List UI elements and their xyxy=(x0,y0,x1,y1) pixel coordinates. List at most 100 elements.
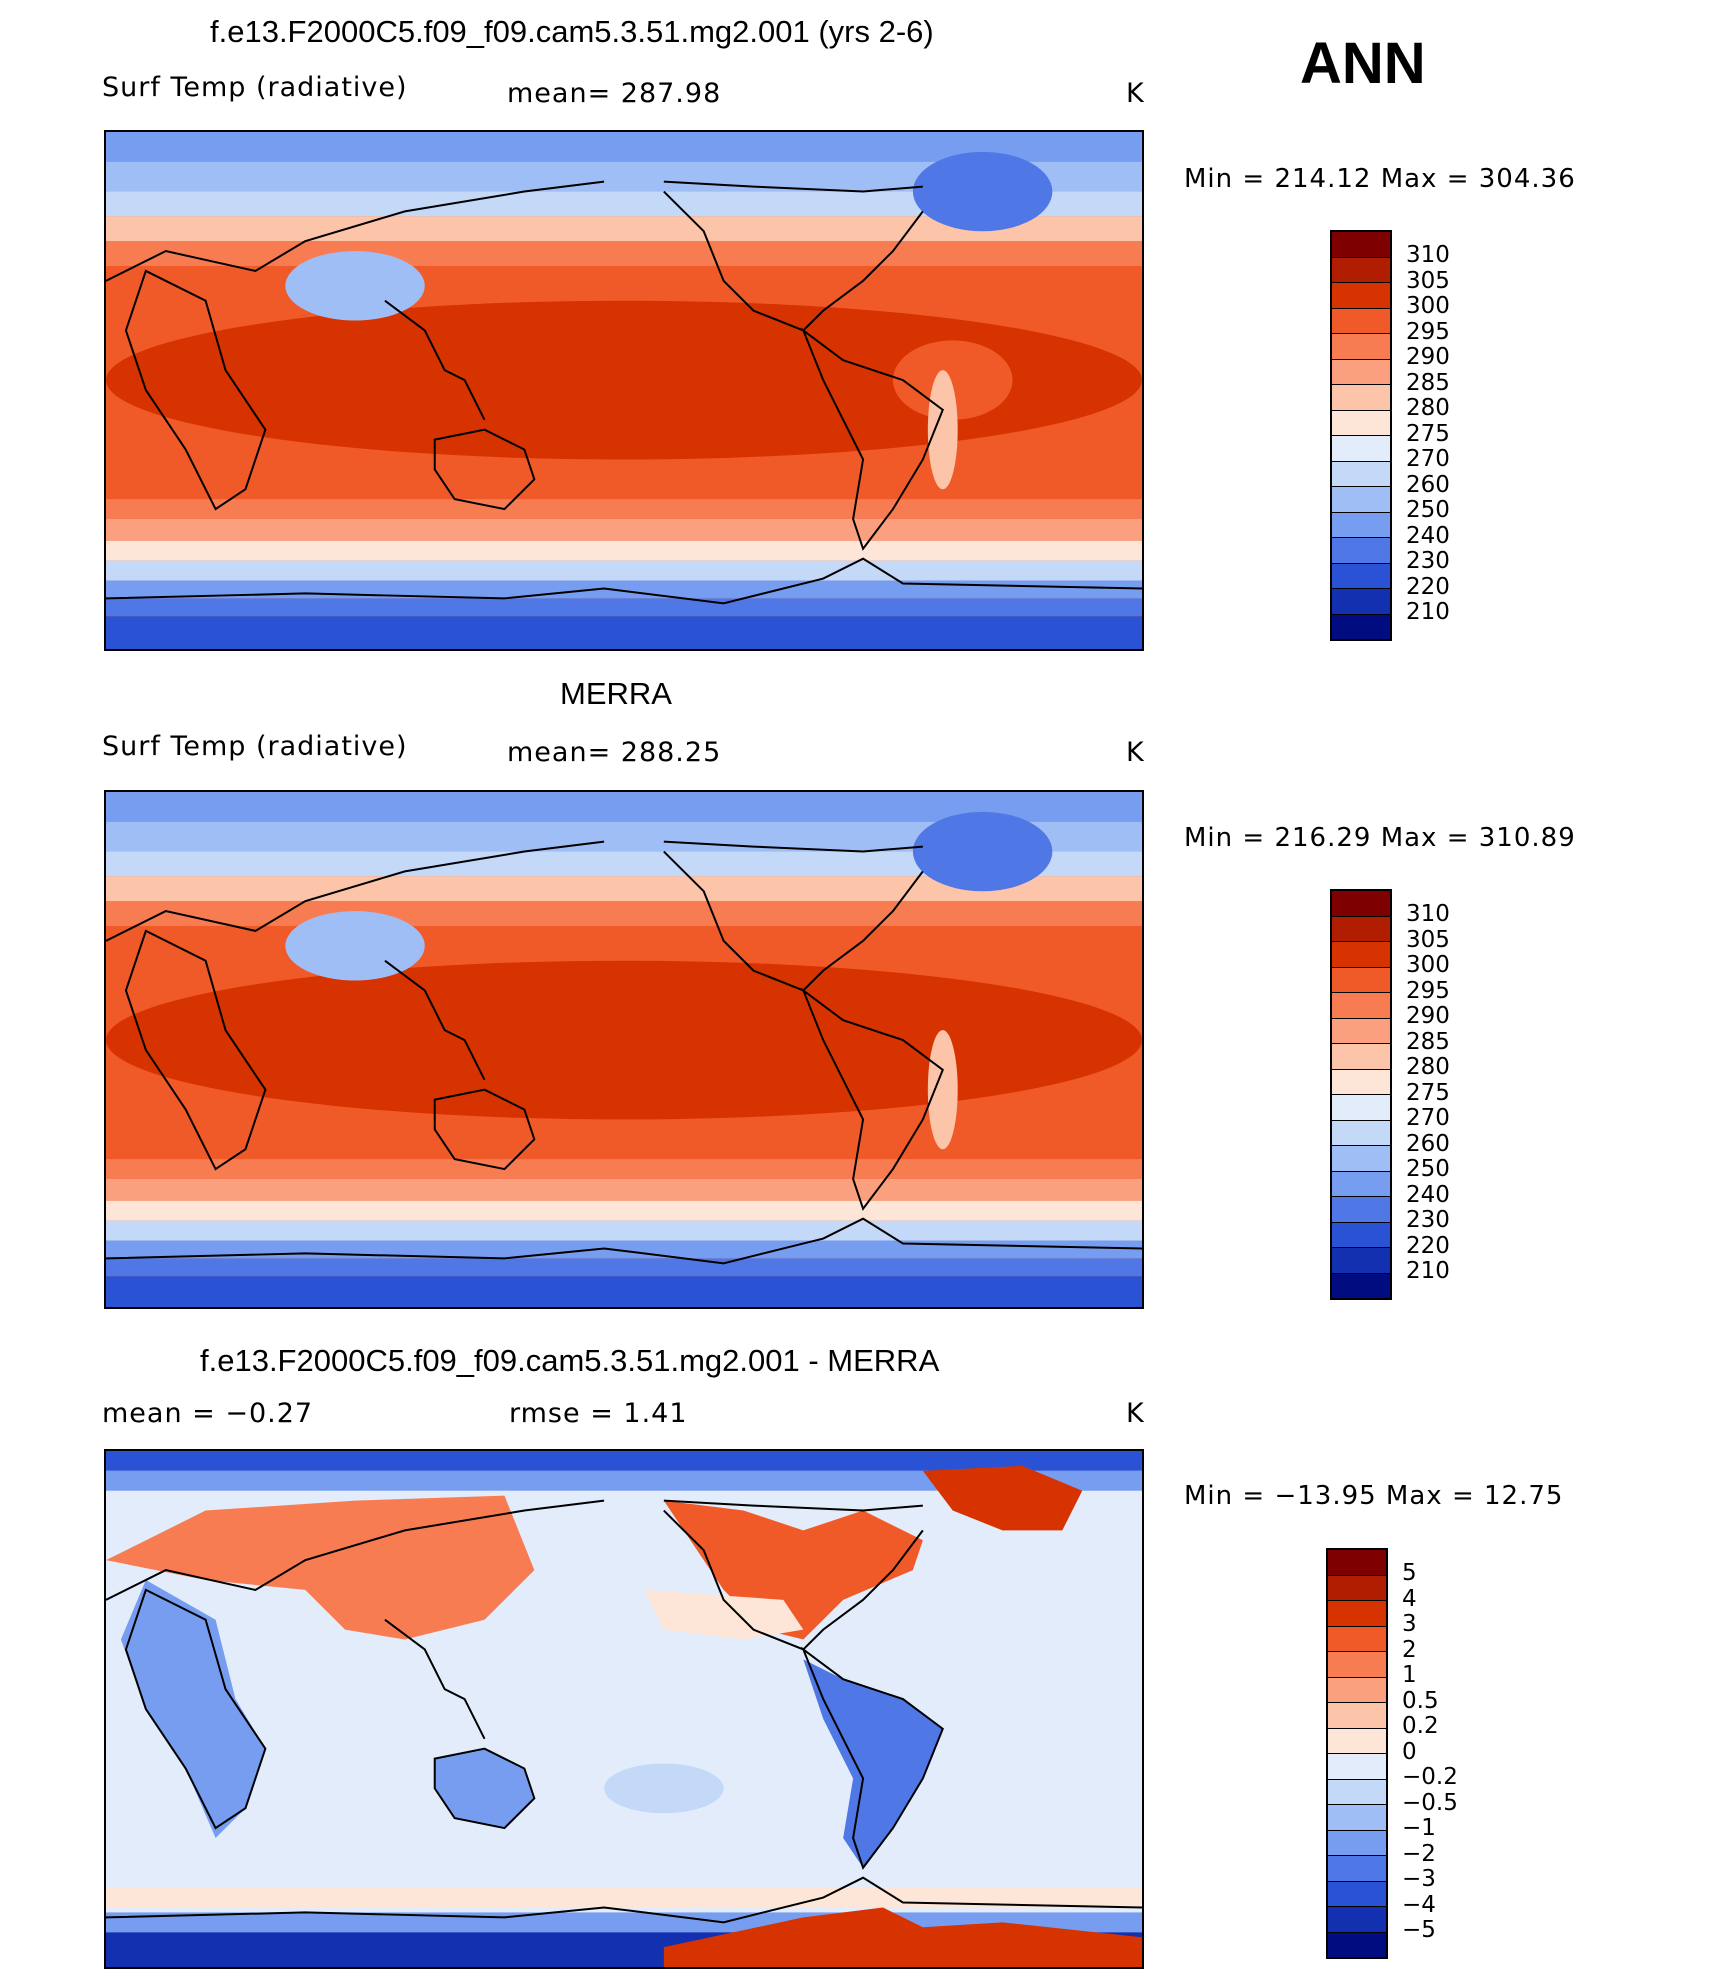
colorbar-swatch xyxy=(1332,385,1390,411)
colorbar-swatch xyxy=(1332,1171,1390,1197)
colorbar-swatch xyxy=(1332,538,1390,564)
colorbar-tick-label: 2 xyxy=(1402,1636,1417,1663)
colorbar-panel-2 xyxy=(1330,889,1392,1300)
colorbar-swatch xyxy=(1332,942,1390,968)
colorbar-tick-label: 250 xyxy=(1406,1156,1450,1182)
colorbar-tick-label: 260 xyxy=(1406,471,1450,498)
colorbar-tick-label: 290 xyxy=(1406,1003,1450,1029)
colorbar-swatch xyxy=(1332,436,1390,462)
panel-2-min-max: Min = 216.29 Max = 310.89 xyxy=(1184,823,1576,853)
colorbar-tick-label: 275 xyxy=(1406,420,1450,447)
panel-3-mean-label: mean = −0.27 xyxy=(102,1398,314,1429)
colorbar-swatch xyxy=(1332,1197,1390,1223)
season-label: ANN xyxy=(1300,31,1426,96)
colorbar-tick-label: 250 xyxy=(1406,497,1450,523)
colorbar-tick-label: −0.5 xyxy=(1402,1789,1458,1816)
colorbar-swatch xyxy=(1332,1248,1390,1274)
colorbar-tick-label: 310 xyxy=(1406,242,1450,268)
colorbar-swatch xyxy=(1332,487,1390,513)
colorbar-swatch xyxy=(1332,257,1390,283)
colorbar-labels-panel-2: 310 305 300 295 290 285 280 275 270 260 250 24… xyxy=(1406,901,1450,1285)
colorbar-tick-label: −2 xyxy=(1402,1840,1436,1867)
colorbar-swatch xyxy=(1332,512,1390,538)
colorbar-swatch xyxy=(1328,1754,1386,1780)
colorbar-tick-label: −0.2 xyxy=(1402,1764,1458,1790)
colorbar-tick-label: 295 xyxy=(1406,318,1450,345)
colorbar-tick-label: 310 xyxy=(1406,901,1450,927)
colorbar-swatch xyxy=(1332,589,1390,615)
colorbar-swatch xyxy=(1332,359,1390,385)
colorbar-tick-label: 305 xyxy=(1406,267,1450,294)
panel-3-units: K xyxy=(1126,1398,1145,1429)
colorbar-swatch xyxy=(1332,1146,1390,1172)
colorbar-panel-3 xyxy=(1326,1548,1388,1959)
colorbar-swatch xyxy=(1328,1703,1386,1729)
colorbar-tick-label: 0.5 xyxy=(1402,1687,1439,1714)
colorbar-tick-label: −4 xyxy=(1402,1891,1436,1918)
panel-1-units: K xyxy=(1126,78,1145,109)
colorbar-panel-1 xyxy=(1330,230,1392,641)
colorbar-tick-label: −1 xyxy=(1402,1815,1436,1841)
difference-map xyxy=(104,1449,1144,1969)
colorbar-tick-label: 210 xyxy=(1406,1258,1450,1284)
colorbar-swatch xyxy=(1328,1677,1386,1703)
colorbar-tick-label: 210 xyxy=(1406,599,1450,625)
colorbar-tick-label: 275 xyxy=(1406,1079,1450,1106)
colorbar-tick-label: 1 xyxy=(1402,1662,1417,1688)
colorbar-tick-label: 0.2 xyxy=(1402,1713,1439,1739)
colorbar-swatch xyxy=(1328,1907,1386,1933)
colorbar-swatch xyxy=(1332,993,1390,1019)
colorbar-tick-label: 0 xyxy=(1402,1738,1417,1765)
panel-2-variable-label: Surf Temp (radiative) xyxy=(102,731,408,762)
colorbar-swatch xyxy=(1332,891,1390,917)
colorbar-swatch xyxy=(1332,1273,1390,1298)
colorbar-tick-label: 3 xyxy=(1402,1611,1417,1637)
colorbar-swatch xyxy=(1328,1830,1386,1856)
colorbar-tick-label: −5 xyxy=(1402,1917,1436,1943)
colorbar-swatch xyxy=(1328,1652,1386,1678)
colorbar-swatch xyxy=(1332,614,1390,639)
colorbar-labels-panel-1: 310 305 300 295 290 285 280 275 270 260 250 24… xyxy=(1406,242,1450,626)
colorbar-tick-label: 295 xyxy=(1406,977,1450,1004)
colorbar-swatch xyxy=(1332,308,1390,334)
colorbar-tick-label: 285 xyxy=(1406,369,1450,396)
panel-1-variable-label: Surf Temp (radiative) xyxy=(102,72,408,103)
colorbar-swatch xyxy=(1328,1856,1386,1882)
panel-2-mean-label: mean= 288.25 xyxy=(507,737,722,768)
colorbar-swatch xyxy=(1328,1626,1386,1652)
colorbar-tick-label: 300 xyxy=(1406,293,1450,319)
colorbar-tick-label: 240 xyxy=(1406,1181,1450,1208)
colorbar-swatch xyxy=(1328,1805,1386,1831)
colorbar-tick-label: 305 xyxy=(1406,926,1450,953)
panel-1-title: f.e13.F2000C5.f09_f09.cam5.3.51.mg2.001 … xyxy=(210,14,934,49)
colorbar-tick-label: 290 xyxy=(1406,344,1450,370)
colorbar-swatch xyxy=(1328,1779,1386,1805)
colorbar-swatch xyxy=(1328,1601,1386,1627)
panel-3-min-max: Min = −13.95 Max = 12.75 xyxy=(1184,1481,1564,1511)
colorbar-tick-label: 280 xyxy=(1406,395,1450,421)
colorbar-swatch xyxy=(1328,1575,1386,1601)
colorbar-swatch xyxy=(1332,1120,1390,1146)
colorbar-swatch xyxy=(1332,1095,1390,1121)
colorbar-swatch xyxy=(1332,1018,1390,1044)
colorbar-swatch xyxy=(1332,967,1390,993)
colorbar-swatch xyxy=(1332,410,1390,436)
colorbar-tick-label: 240 xyxy=(1406,522,1450,549)
panel-2-title: MERRA xyxy=(560,676,672,711)
colorbar-swatch xyxy=(1328,1932,1386,1957)
colorbar-tick-label: 300 xyxy=(1406,952,1450,978)
colorbar-swatch xyxy=(1332,232,1390,258)
colorbar-swatch xyxy=(1328,1728,1386,1754)
colorbar-swatch xyxy=(1332,283,1390,309)
colorbar-swatch xyxy=(1332,916,1390,942)
colorbar-swatch xyxy=(1328,1881,1386,1907)
colorbar-tick-label: 280 xyxy=(1406,1054,1450,1080)
colorbar-swatch xyxy=(1332,1069,1390,1095)
colorbar-tick-label: 285 xyxy=(1406,1028,1450,1055)
colorbar-tick-label: −3 xyxy=(1402,1866,1436,1892)
panel-1-mean-label: mean= 287.98 xyxy=(507,78,722,109)
colorbar-swatch xyxy=(1328,1550,1386,1576)
colorbar-tick-label: 4 xyxy=(1402,1585,1417,1612)
colorbar-tick-label: 220 xyxy=(1406,573,1450,600)
